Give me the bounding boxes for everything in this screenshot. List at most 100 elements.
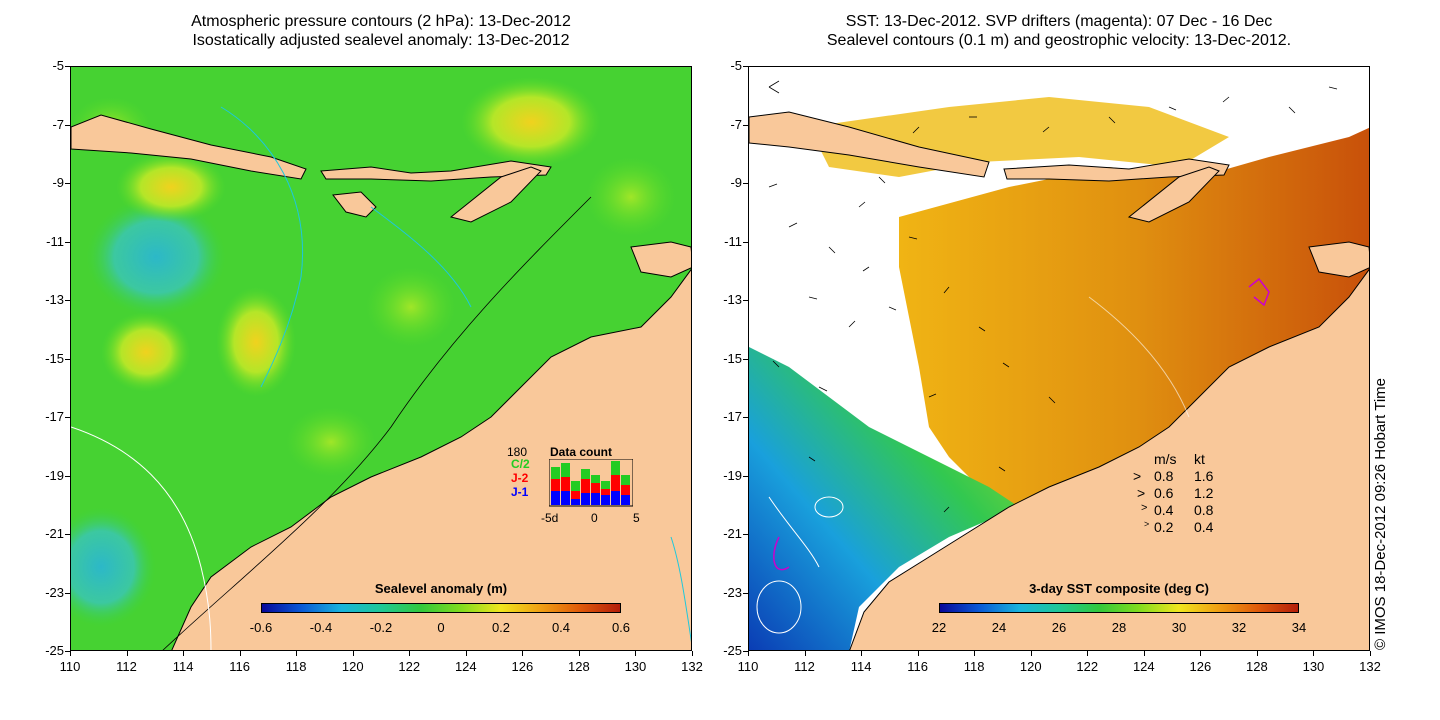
left-x-tick (296, 651, 298, 656)
right-x-tick (1143, 651, 1145, 656)
left-y-tick-label: -5 (52, 58, 64, 73)
right-y-tick-label: -21 (723, 526, 742, 541)
sst-colorbar (939, 603, 1299, 613)
cbar-right-tick-5: 32 (1231, 620, 1247, 635)
left-x-tick-label: 114 (172, 659, 194, 674)
hist-tick-5: 5 (633, 511, 640, 525)
legend-ms-1: 0.6 (1154, 485, 1174, 501)
left-x-tick-label: 112 (116, 659, 137, 674)
left-x-tick-label: 120 (341, 659, 364, 674)
left-x-tick-label: 116 (229, 659, 250, 674)
left-x-tick (239, 651, 241, 656)
legend-c2: C/2 (511, 457, 530, 471)
left-x-tick (578, 651, 580, 656)
left-x-tick-label: 130 (624, 659, 647, 674)
left-y-tick-label: -9 (52, 175, 64, 190)
right-x-tick-label: 120 (1019, 659, 1042, 674)
right-y-tick (743, 183, 748, 184)
right-y-tick-label: -23 (723, 584, 742, 600)
left-x-tick-label: 126 (511, 659, 534, 674)
sealevel-anomaly-map: Data count 180 C/2 J-2 J-1 -5d 0 5 Seale… (70, 66, 692, 651)
legend-kt-1: 1.2 (1194, 485, 1214, 501)
legend-header-ms: m/s (1154, 451, 1177, 467)
right-y-tick (743, 300, 748, 301)
right-y-tick-label: -9 (730, 175, 742, 190)
left-x-tick-label: 124 (454, 659, 477, 674)
left-y-tick (65, 241, 70, 243)
left-x-tick-label: 128 (568, 659, 590, 674)
legend-arrow-3: > (1144, 519, 1150, 529)
right-x-tick (974, 651, 976, 656)
left-title-line-1: Atmospheric pressure contours (2 hPa): 1… (191, 13, 571, 30)
left-x-tick-label: 122 (398, 659, 421, 674)
cbar-right-tick-1: 24 (991, 620, 1007, 635)
right-y-tick (743, 358, 748, 360)
right-y-tick-label: -11 (724, 233, 742, 249)
data-count-title: Data count (550, 445, 613, 459)
right-y-tick-label: -15 (723, 350, 742, 366)
right-x-tick (1370, 651, 1371, 656)
left-y-tick (65, 66, 70, 67)
left-x-tick (409, 651, 411, 656)
legend-j2: J-2 (511, 471, 529, 485)
right-x-tick-label: 132 (1359, 659, 1381, 674)
left-title-line-2: Isostatically adjusted sealevel anomaly:… (192, 32, 570, 49)
right-y-tick-label: -25 (723, 643, 742, 658)
cbar-left-tick-5: 0.4 (551, 620, 571, 635)
histogram-bars (551, 461, 630, 505)
left-y-tick (65, 534, 70, 535)
sst-field (749, 67, 1369, 650)
legend-ms-0: 0.8 (1154, 468, 1174, 484)
hist-tick-minus5: -5d (541, 511, 559, 525)
right-x-tick-label: 110 (737, 659, 759, 674)
cbar-right-tick-3: 28 (1111, 620, 1127, 635)
left-x-tick (126, 651, 128, 656)
right-x-tick-label: 124 (1132, 659, 1155, 674)
right-y-tick-label: -7 (730, 116, 742, 132)
left-x-tick (692, 651, 693, 656)
sealevel-colorbar-title: Sealevel anomaly (m) (374, 581, 508, 596)
legend-arrow-2: > (1141, 502, 1148, 514)
right-y-tick (743, 475, 748, 477)
right-x-tick (1030, 651, 1032, 656)
sealevel-anomaly-field (71, 67, 691, 650)
right-y-tick-label: -19 (723, 467, 742, 483)
right-x-tick (1087, 651, 1089, 656)
right-title-line-2: Sealevel contours (0.1 m) and geostrophi… (826, 32, 1292, 49)
left-x-tick-label: 118 (285, 659, 307, 674)
right-y-tick (743, 124, 748, 126)
legend-ms-3: 0.2 (1154, 519, 1174, 535)
cbar-left-tick-2: -0.2 (369, 620, 393, 635)
data-count-max: 180 (507, 445, 528, 459)
left-x-tick (522, 651, 524, 656)
right-x-tick (917, 651, 919, 656)
data-count-histogram (549, 459, 633, 507)
cbar-left-tick-1: -0.4 (309, 620, 333, 635)
left-y-tick-label: -21 (45, 526, 64, 541)
cbar-right-tick-4: 30 (1171, 620, 1187, 635)
right-y-tick-label: -17 (723, 409, 742, 424)
left-x-tick-label: 132 (681, 659, 703, 674)
right-map-title: SST: 13-Dec-2012. SVP drifters (magenta)… (748, 12, 1370, 50)
legend-arrow-0: > (1133, 468, 1142, 484)
cbar-left-tick-6: 0.6 (611, 620, 631, 635)
left-map-title: Atmospheric pressure contours (2 hPa): 1… (70, 12, 692, 50)
left-y-tick (65, 300, 70, 301)
legend-kt-3: 0.4 (1194, 519, 1214, 535)
left-y-tick-label: -17 (45, 409, 64, 424)
right-x-tick-label: 130 (1302, 659, 1325, 674)
right-x-tick (1256, 651, 1258, 656)
cbar-left-tick-4: 0.2 (491, 620, 511, 635)
right-y-tick (743, 241, 748, 243)
left-y-tick (65, 358, 70, 360)
right-y-tick (743, 417, 748, 418)
left-y-tick-label: -23 (45, 584, 64, 600)
left-x-tick (635, 651, 637, 656)
right-x-tick-label: 112 (794, 659, 815, 674)
right-x-tick-label: 122 (1076, 659, 1099, 674)
right-x-tick-label: 128 (1246, 659, 1268, 674)
left-y-tick-label: -13 (45, 292, 64, 307)
right-title-line-1: SST: 13-Dec-2012. SVP drifters (magenta)… (845, 13, 1273, 30)
sst-colorbar-title: 3-day SST composite (deg C) (1029, 581, 1209, 596)
cbar-right-tick-6: 34 (1291, 620, 1307, 635)
